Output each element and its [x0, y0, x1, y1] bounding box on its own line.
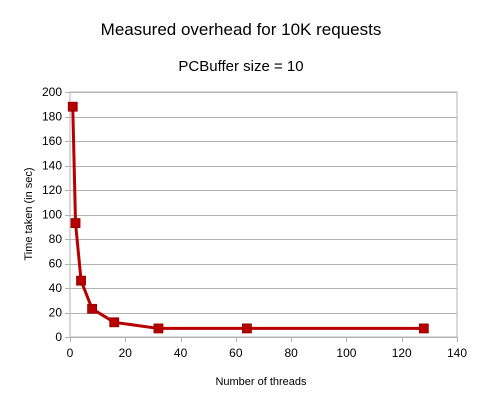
- grid-layer: [65, 92, 458, 342]
- y-tick-label-80: 80: [49, 232, 63, 246]
- y-tick-label-200: 200: [42, 85, 62, 99]
- data-point-0-0: [67, 101, 78, 112]
- tick-labels: 0 20 40 60 80 100 120 140 160 180 200 0 20 40 60 80 100 1…: [42, 85, 467, 360]
- data-point-0-2: [76, 275, 86, 286]
- x-tick-label-0: 0: [67, 346, 74, 360]
- data-point-0-3: [87, 303, 98, 314]
- x-tick-label-40: 40: [174, 346, 188, 360]
- x-tick-label-60: 60: [229, 346, 243, 360]
- x-tick-label-120: 120: [392, 346, 412, 360]
- y-tick-label-180: 180: [42, 110, 62, 124]
- y-tick-label-60: 60: [49, 257, 63, 271]
- x-axis-label: Number of threads: [215, 376, 307, 388]
- y-tick-label-40: 40: [49, 281, 63, 295]
- x-tick-label-140: 140: [447, 346, 467, 360]
- x-tick-label-20: 20: [119, 346, 133, 360]
- x-tick-label-80: 80: [284, 346, 298, 360]
- x-tick-label-100: 100: [336, 346, 356, 360]
- chart-title: Measured overhead for 10K requests: [101, 20, 382, 39]
- chart-subtitle: PCBuffer size = 10: [178, 58, 303, 75]
- series-line-0: [71, 106, 424, 330]
- data-point-0-7: [418, 323, 429, 334]
- y-tick-label-160: 160: [42, 134, 62, 148]
- data-point-0-1: [70, 218, 81, 228]
- data-point-0-6: [242, 323, 252, 334]
- y-axis-label: Time taken (in sec): [23, 167, 35, 260]
- y-tick-label-120: 120: [42, 183, 62, 197]
- data-point-0-4: [109, 317, 120, 328]
- data-point-0-5: [153, 323, 164, 334]
- y-tick-label-0: 0: [55, 330, 62, 344]
- series-layer: [67, 101, 429, 334]
- y-tick-label-100: 100: [42, 208, 62, 222]
- y-tick-label-140: 140: [42, 159, 62, 173]
- plot-area-frame: [69, 91, 458, 338]
- y-tick-label-20: 20: [49, 306, 63, 320]
